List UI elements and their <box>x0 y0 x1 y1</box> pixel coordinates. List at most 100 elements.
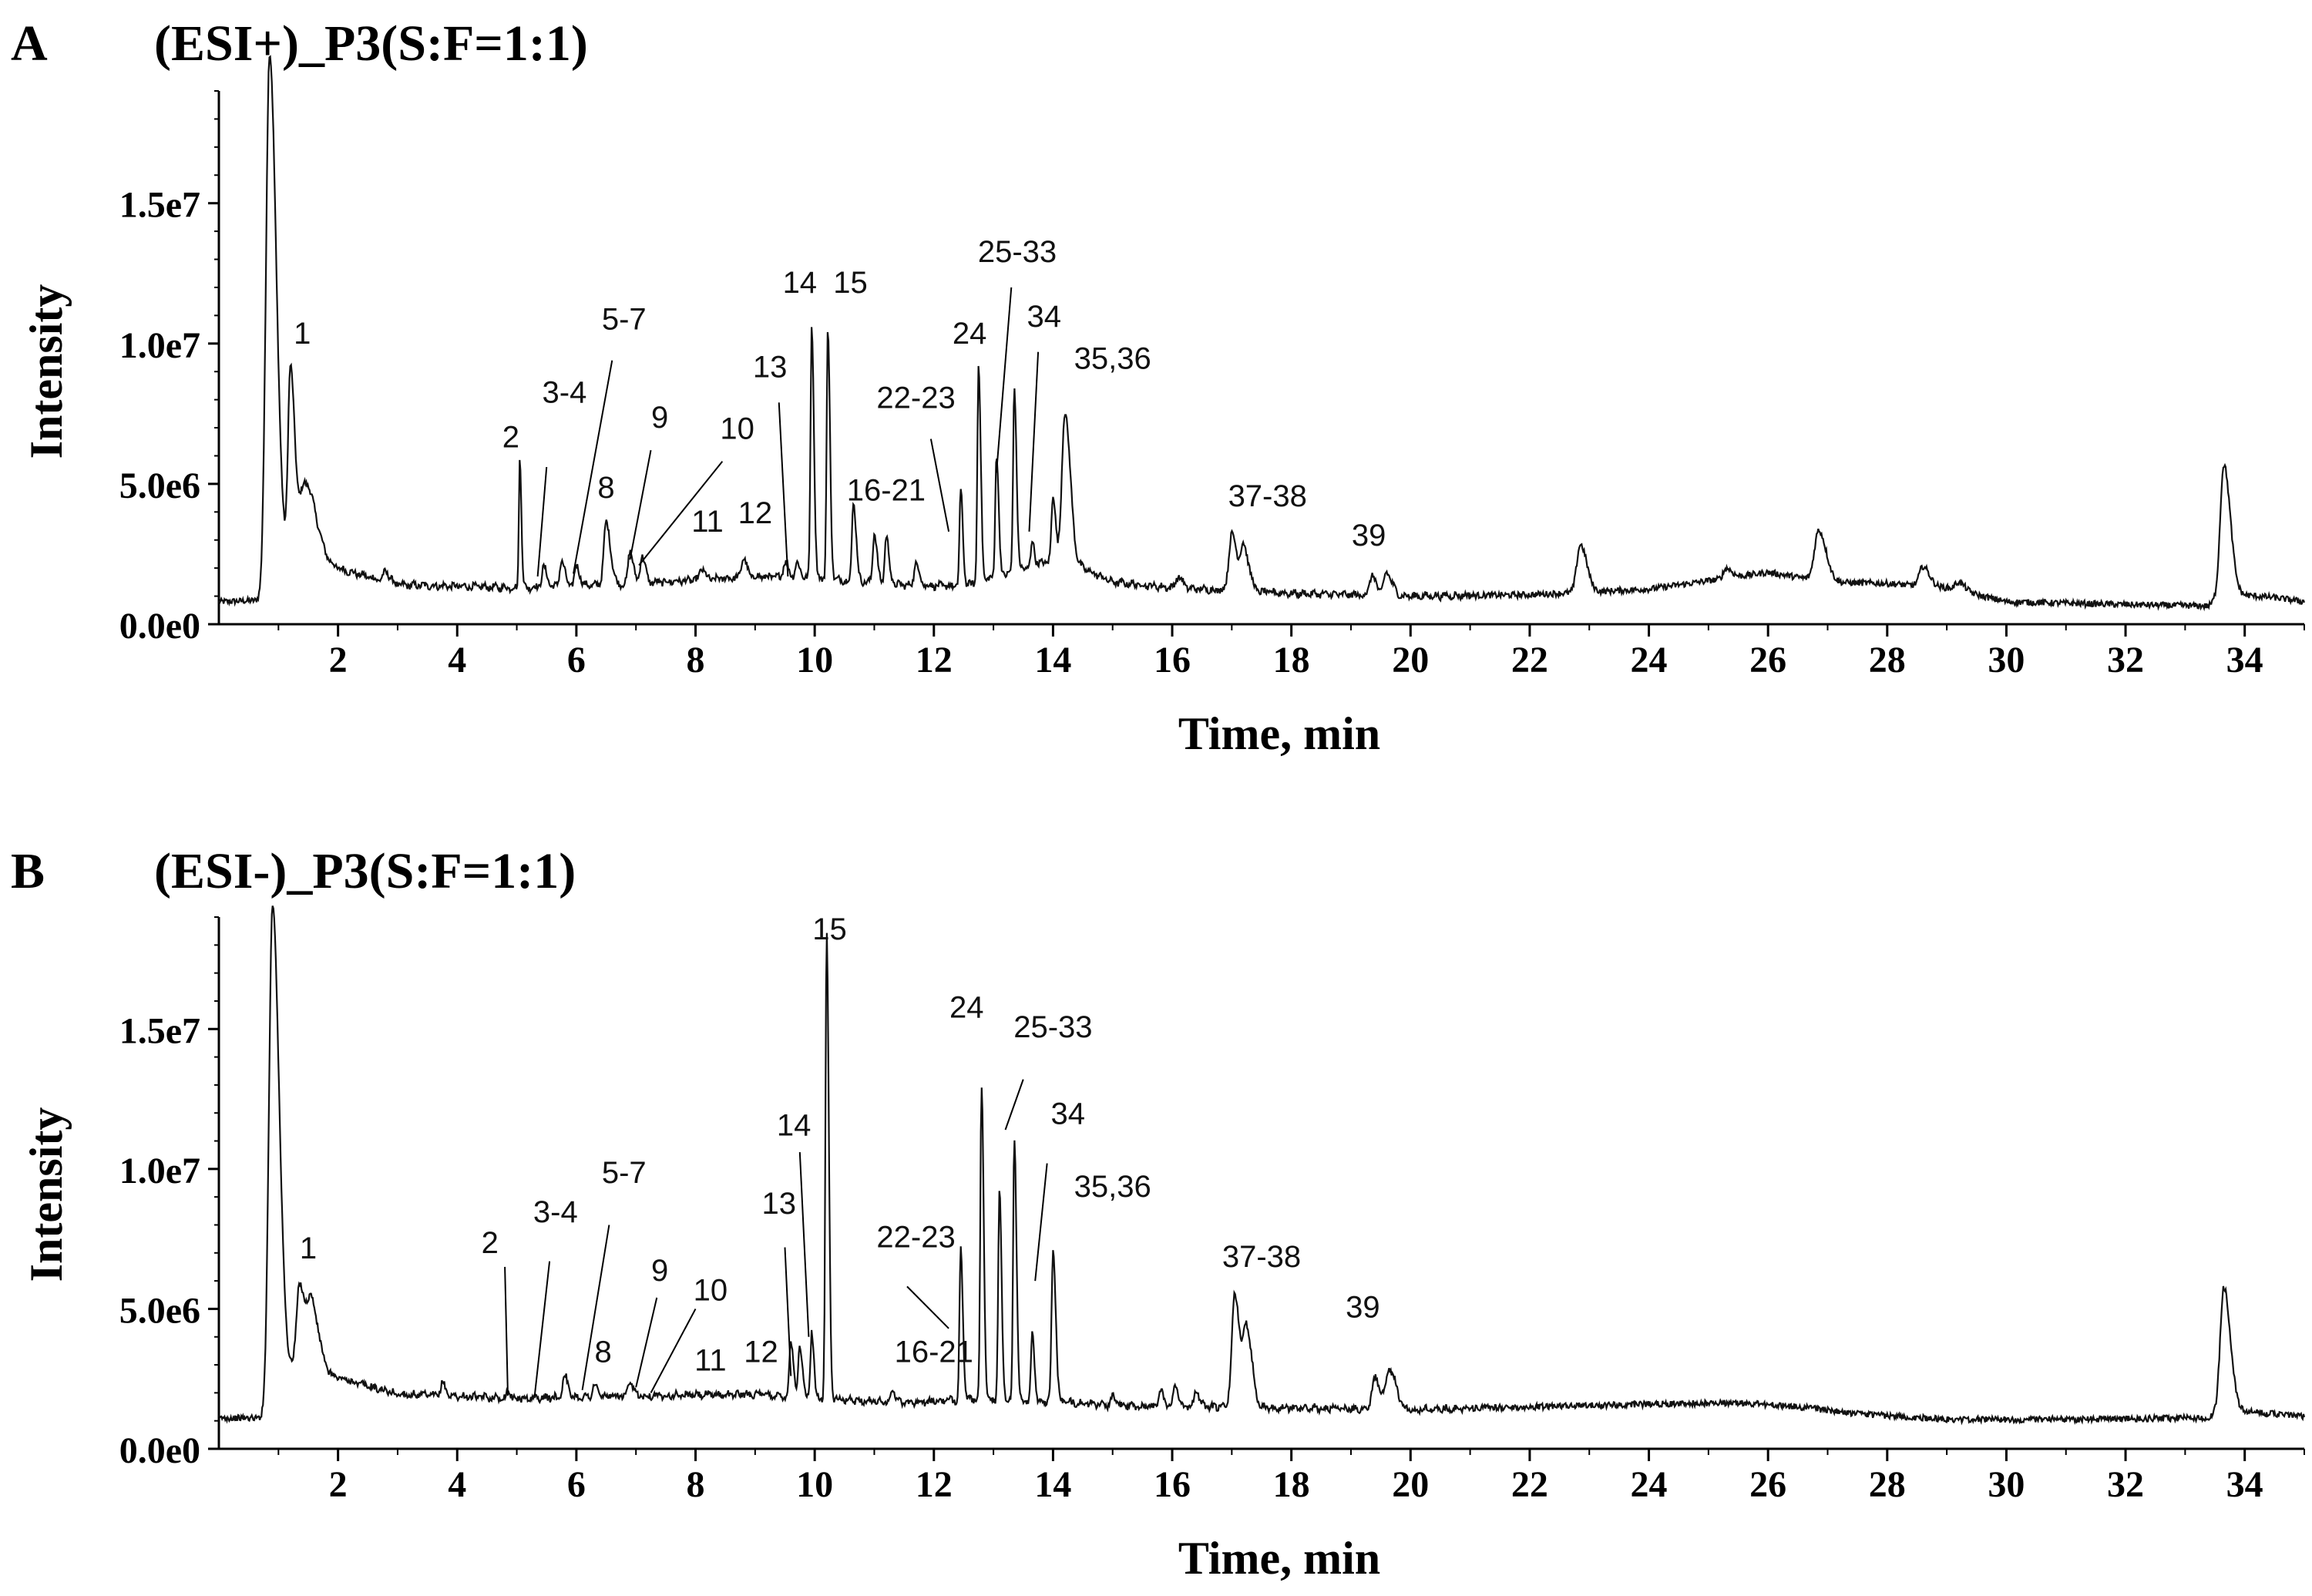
chart-title: (ESI+)_P3(S:F=1:1) <box>154 15 588 72</box>
x-tick-label: 20 <box>1392 1464 1429 1505</box>
x-tick-label: 2 <box>329 640 348 680</box>
x-tick-label: 30 <box>1988 640 2025 680</box>
peak-label: 3-4 <box>543 375 587 409</box>
label-leader-line <box>1028 351 1040 532</box>
x-tick-label: 28 <box>1869 1464 1906 1505</box>
y-tick-label: 0.0e0 <box>119 606 200 647</box>
peak-label: 34 <box>1050 1097 1085 1131</box>
peak-label: 35,36 <box>1074 342 1151 376</box>
peak-label: 5-7 <box>602 1156 647 1190</box>
x-tick-label: 32 <box>2107 1464 2144 1505</box>
y-axis-label: Intensity <box>21 1107 72 1282</box>
peak-label: 11 <box>691 505 724 539</box>
panel-letter: B <box>11 843 45 899</box>
peak-label: 13 <box>753 350 788 384</box>
peak-label: 16-21 <box>895 1335 973 1369</box>
chromatogram-trace <box>217 55 2306 612</box>
label-leader-line <box>650 1308 697 1393</box>
x-tick-label: 12 <box>916 640 953 680</box>
chromatogram-trace <box>218 906 2306 1426</box>
x-tick-label: 22 <box>1511 1464 1548 1505</box>
y-tick-label: 1.5e7 <box>119 1010 200 1051</box>
panel-letter: A <box>11 15 48 72</box>
peak-label: 12 <box>738 496 773 530</box>
peak-label: 10 <box>694 1274 728 1308</box>
x-tick-label: 24 <box>1631 1464 1668 1505</box>
y-tick-label: 5.0e6 <box>119 1290 200 1331</box>
peak-label: 35,36 <box>1074 1170 1151 1204</box>
y-tick-label: 1.0e7 <box>119 1151 200 1191</box>
label-leader-line <box>1034 1163 1048 1282</box>
x-tick-label: 6 <box>567 1464 586 1505</box>
peak-label: 16-21 <box>847 474 926 508</box>
peak-label: 39 <box>1352 519 1386 553</box>
x-tick-label: 18 <box>1273 640 1310 680</box>
label-leader-line <box>504 1266 509 1396</box>
chart-title: (ESI-)_P3(S:F=1:1) <box>154 843 576 899</box>
peak-label: 25-33 <box>978 235 1057 269</box>
peak-label: 37-38 <box>1222 1240 1301 1274</box>
x-tick-label: 30 <box>1988 1464 2025 1505</box>
peak-label: 8 <box>597 471 614 505</box>
label-leader-line <box>1004 1079 1024 1131</box>
x-tick-label: 12 <box>916 1464 953 1505</box>
peak-label: 2 <box>502 421 519 455</box>
x-tick-label: 16 <box>1154 1464 1191 1505</box>
peak-label: 9 <box>651 401 668 435</box>
label-leader-line <box>638 461 724 566</box>
y-tick-label: 0.0e0 <box>119 1430 200 1471</box>
label-leader-line <box>581 1225 610 1390</box>
peak-label: 5-7 <box>602 303 647 337</box>
peak-label: 14 <box>777 1108 812 1142</box>
x-tick-label: 26 <box>1749 1464 1786 1505</box>
peak-label: 24 <box>953 317 987 351</box>
label-leader-line <box>929 438 950 533</box>
peak-label: 13 <box>762 1187 797 1221</box>
x-tick-label: 6 <box>567 640 586 680</box>
y-tick-label: 1.0e7 <box>119 325 200 366</box>
x-tick-label: 34 <box>2226 1464 2263 1505</box>
x-tick-label: 20 <box>1392 640 1429 680</box>
label-leader-line <box>778 402 789 577</box>
peak-label: 22-23 <box>876 381 955 415</box>
x-tick-label: 10 <box>796 1464 833 1505</box>
label-leader-line <box>635 1297 658 1388</box>
peak-label: 37-38 <box>1228 479 1307 513</box>
label-leader-line <box>629 450 652 560</box>
peak-label: 15 <box>812 912 847 946</box>
x-tick-label: 28 <box>1869 640 1906 680</box>
label-leader-line <box>573 360 613 574</box>
x-tick-label: 14 <box>1034 640 1071 680</box>
label-leader-line <box>995 287 1013 473</box>
peak-label: 8 <box>595 1335 612 1369</box>
peak-label: 39 <box>1346 1290 1380 1324</box>
y-tick-label: 5.0e6 <box>119 465 200 506</box>
x-tick-label: 2 <box>329 1464 348 1505</box>
x-tick-label: 22 <box>1511 640 1548 680</box>
x-tick-label: 10 <box>796 640 833 680</box>
y-tick-label: 1.5e7 <box>119 185 200 226</box>
label-leader-line <box>784 1247 792 1376</box>
x-tick-label: 24 <box>1631 640 1668 680</box>
x-tick-label: 8 <box>687 640 705 680</box>
label-leader-line <box>906 1285 949 1329</box>
y-axis-label: Intensity <box>21 284 72 459</box>
x-tick-label: 34 <box>2226 640 2263 680</box>
label-leader-line <box>798 1152 810 1337</box>
peak-label: 11 <box>694 1343 727 1377</box>
x-tick-label: 14 <box>1034 1464 1071 1505</box>
x-tick-label: 8 <box>687 1464 705 1505</box>
peak-label: 1 <box>294 317 311 351</box>
x-tick-label: 16 <box>1154 640 1191 680</box>
peak-label: 34 <box>1027 300 1062 334</box>
panel-b: B (ESI-)_P3(S:F=1:1) Intensity Time, min… <box>11 843 2306 1584</box>
peak-label: 2 <box>482 1226 499 1260</box>
peak-label: 24 <box>949 991 984 1025</box>
panel-a: A (ESI+)_P3(S:F=1:1) Intensity Time, min… <box>11 15 2306 759</box>
peak-label: 25-33 <box>1013 1010 1092 1044</box>
label-leader-line <box>533 1261 551 1396</box>
x-tick-label: 18 <box>1273 1464 1310 1505</box>
x-axis-label: Time, min <box>1178 708 1380 759</box>
x-tick-label: 4 <box>448 1464 466 1505</box>
